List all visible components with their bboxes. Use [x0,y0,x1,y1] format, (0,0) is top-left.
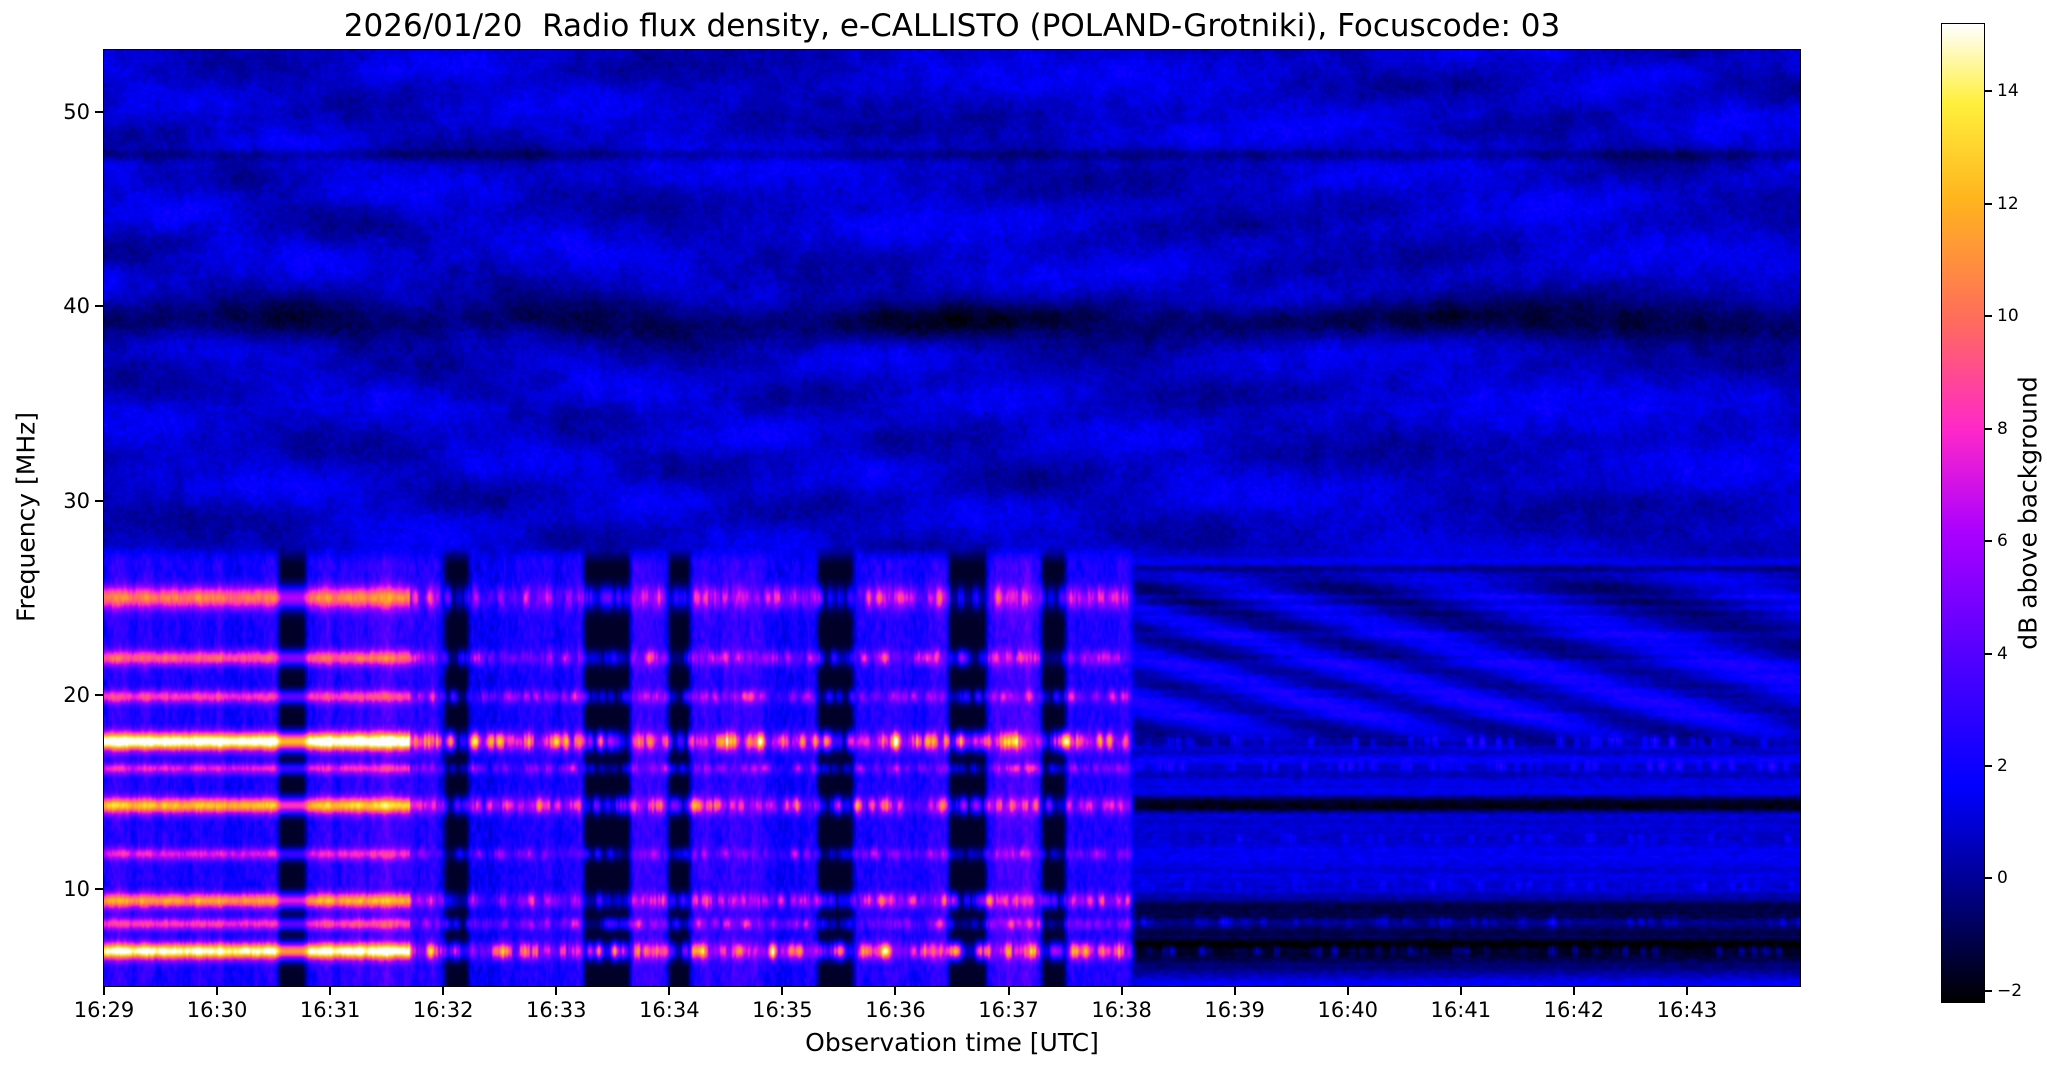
colorbar-tick-mark [1985,540,1992,543]
colorbar-tick-label: 6 [1997,531,2008,552]
x-tick-mark [216,987,219,995]
x-tick-mark [329,987,332,995]
colorbar-tick-mark [1985,652,1992,655]
colorbar-tick-mark [1985,877,1992,880]
x-tick-mark [442,987,445,995]
colorbar-label: dB above background [2013,376,2043,650]
y-tick-label: 30 [63,488,90,513]
colorbar-tick-mark [1985,202,1992,205]
y-tick-mark [95,499,103,502]
spectrogram-plot-area [103,49,1801,987]
y-tick-mark [95,693,103,696]
colorbar-tick-label: 0 [1997,868,2008,889]
x-axis-label: Observation time [UTC] [805,1028,1099,1057]
y-tick-label: 40 [63,294,90,319]
x-tick-label: 16:41 [1430,998,1492,1022]
colorbar-tick-label: 10 [1997,306,2019,327]
y-tick-mark [95,887,103,890]
colorbar-tick-label: 2 [1997,755,2008,776]
x-tick-label: 16:40 [1317,998,1378,1022]
x-tick-label: 16:39 [1204,998,1265,1022]
x-tick-label: 16:33 [526,998,587,1022]
colorbar-tick-label: 14 [1997,81,2019,102]
x-tick-mark [668,987,671,995]
chart-title: 2026/01/20 Radio flux density, e-CALLIST… [343,8,1561,44]
x-tick-label: 16:31 [299,998,361,1022]
x-tick-label: 16:32 [412,998,474,1022]
colorbar-tick-mark [1985,764,1992,767]
y-axis-label: Frequency [MHz] [11,411,41,623]
x-tick-label: 16:37 [978,998,1039,1022]
colorbar-tick-label: −2 [1997,980,2023,1001]
x-tick-mark [1120,987,1123,995]
x-tick-label: 16:42 [1543,998,1605,1022]
x-tick-mark [894,987,897,995]
x-tick-mark [1685,987,1688,995]
x-tick-mark [1233,987,1236,995]
x-tick-mark [103,987,105,995]
y-tick-label: 20 [63,682,90,707]
x-tick-mark [555,987,558,995]
colorbar-tick-mark [1985,427,1992,430]
x-tick-label: 16:34 [639,998,700,1022]
x-tick-label: 16:29 [73,998,135,1022]
y-tick-mark [95,111,103,114]
y-tick-mark [95,305,103,308]
x-tick-label: 16:43 [1656,998,1718,1022]
x-tick-label: 16:35 [752,998,813,1022]
x-tick-label: 16:30 [186,998,248,1022]
colorbar-tick-label: 4 [1997,643,2008,664]
x-tick-label: 16:38 [1091,998,1152,1022]
colorbar-tick-mark [1985,315,1992,318]
colorbar-tick-label: 12 [1997,193,2019,214]
spectrogram-heatmap-canvas [104,50,1800,986]
y-tick-label: 50 [63,100,90,125]
colorbar-gradient [1941,23,1985,1003]
x-tick-mark [1572,987,1575,995]
x-tick-mark [1346,987,1349,995]
colorbar-tick-label: 8 [1997,418,2008,439]
x-tick-mark [1007,987,1010,995]
x-tick-label: 16:36 [865,998,926,1022]
colorbar-tick-mark [1985,989,1992,992]
x-tick-mark [781,987,784,995]
colorbar-tick-mark [1985,90,1992,93]
y-tick-label: 10 [63,876,90,901]
x-tick-mark [1459,987,1462,995]
